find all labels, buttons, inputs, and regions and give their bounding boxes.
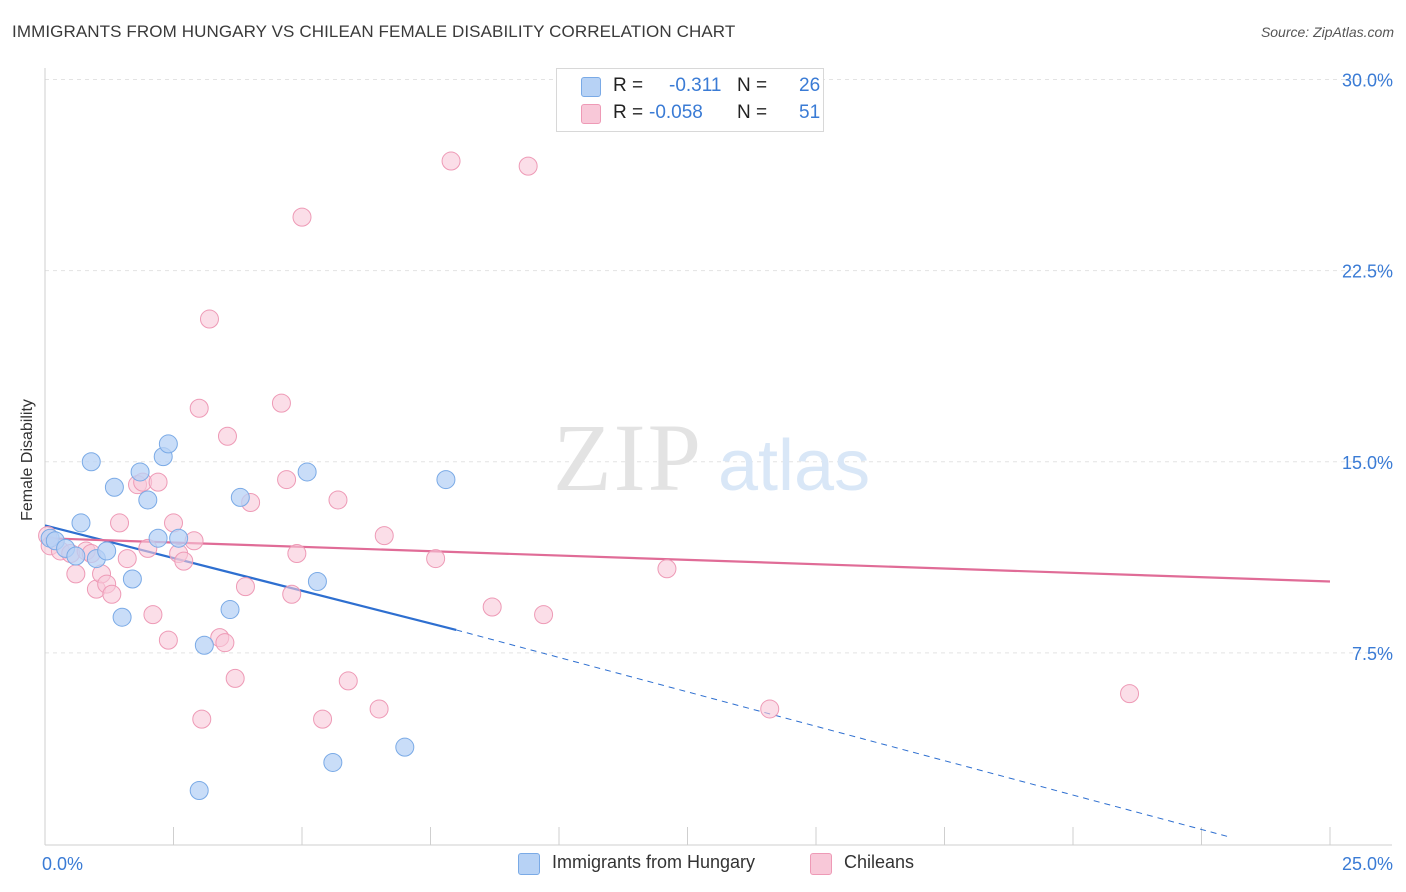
chileans-point[interactable] <box>66 564 86 584</box>
chileans-point[interactable] <box>271 393 291 413</box>
chileans-point[interactable] <box>102 584 122 604</box>
chileans-point[interactable] <box>657 559 677 579</box>
hungary-point[interactable] <box>130 462 150 482</box>
legend-n-value: 51 <box>799 102 821 123</box>
chileans-point[interactable] <box>143 605 163 625</box>
hungary-point[interactable] <box>220 600 240 620</box>
hungary-point[interactable] <box>71 513 91 533</box>
source-label: Source: ZipAtlas.com <box>1260 24 1394 40</box>
y-tick-label: 7.5% <box>1352 644 1393 664</box>
chileans-point[interactable] <box>313 709 333 729</box>
chileans-point[interactable] <box>760 699 780 719</box>
legend-n-value: 26 <box>799 75 821 96</box>
series-label-hungary: Immigrants from Hungary <box>552 852 756 872</box>
chileans-point[interactable] <box>110 513 130 533</box>
chileans-point[interactable] <box>441 151 461 171</box>
chileans-point[interactable] <box>287 543 307 563</box>
hungary-point[interactable] <box>395 737 415 757</box>
hungary-point[interactable] <box>297 462 317 482</box>
series-label-chileans: Chileans <box>844 852 915 872</box>
chileans-point[interactable] <box>117 549 137 569</box>
hungary-point[interactable] <box>66 546 86 566</box>
chileans-point[interactable] <box>426 549 446 569</box>
chart-title: IMMIGRANTS FROM HUNGARY VS CHILEAN FEMAL… <box>12 22 736 41</box>
hungary-trend-extension <box>456 629 1228 837</box>
watermark-atlas: atlas <box>718 426 870 506</box>
hungary-point[interactable] <box>122 569 142 589</box>
hungary-point[interactable] <box>169 528 189 548</box>
chileans-point[interactable] <box>148 472 168 492</box>
legend-r-label: R = <box>613 102 644 123</box>
x-tick-label: 0.0% <box>42 854 83 874</box>
chileans-point[interactable] <box>199 309 219 329</box>
chileans-point[interactable] <box>158 630 178 650</box>
hungary-point[interactable] <box>158 434 178 454</box>
chileans-point[interactable] <box>534 605 554 625</box>
hungary-point[interactable] <box>112 607 132 627</box>
chileans-point[interactable] <box>215 633 235 653</box>
chileans-point[interactable] <box>225 668 245 688</box>
legend-n-label: N = <box>737 102 768 123</box>
chileans-point[interactable] <box>217 426 237 446</box>
legend-r-value: -0.311 <box>669 75 722 96</box>
chileans-point[interactable] <box>235 577 255 597</box>
hungary-point[interactable] <box>436 470 456 490</box>
hungary-point[interactable] <box>97 541 117 561</box>
hungary-point[interactable] <box>194 635 214 655</box>
chileans-point[interactable] <box>192 709 212 729</box>
chileans-point[interactable] <box>1120 684 1140 704</box>
watermark-zip: ZIP <box>553 404 703 511</box>
chileans-point[interactable] <box>277 470 297 490</box>
legend-r-value: -0.058 <box>649 102 703 123</box>
chileans-point[interactable] <box>518 156 538 176</box>
hungary-point[interactable] <box>307 572 327 592</box>
chileans-point[interactable] <box>369 699 389 719</box>
legend-r-label: R = <box>613 75 644 96</box>
hungary-point[interactable] <box>323 752 343 772</box>
chileans-point[interactable] <box>292 207 312 227</box>
chileans-point[interactable] <box>338 671 358 691</box>
hungary-point[interactable] <box>81 452 101 472</box>
y-tick-label: 15.0% <box>1342 453 1393 473</box>
chileans-point[interactable] <box>374 526 394 546</box>
hungary-point[interactable] <box>189 780 209 800</box>
chileans-point[interactable] <box>482 597 502 617</box>
legend-swatch-chileans <box>581 104 601 124</box>
hungary-point[interactable] <box>104 477 124 497</box>
hungary-trend-line <box>44 524 457 632</box>
series-swatch-hungary <box>518 853 540 875</box>
y-tick-label: 30.0% <box>1342 71 1393 91</box>
hungary-point[interactable] <box>148 528 168 548</box>
chileans-point[interactable] <box>174 551 194 571</box>
series-swatch-chileans <box>810 853 832 875</box>
correlation-legend: R = -0.311 N = 26 R = -0.058 N = 51 <box>556 68 824 132</box>
hungary-point[interactable] <box>230 487 250 507</box>
chileans-point[interactable] <box>282 584 302 604</box>
chileans-point[interactable] <box>328 490 348 510</box>
chileans-trend-line <box>44 537 1331 583</box>
x-tick-label: 25.0% <box>1342 854 1393 874</box>
hungary-point[interactable] <box>138 490 158 510</box>
y-tick-label: 22.5% <box>1342 262 1393 282</box>
legend-n-label: N = <box>737 75 768 96</box>
chileans-point[interactable] <box>189 398 209 418</box>
legend-swatch-hungary <box>581 77 601 97</box>
